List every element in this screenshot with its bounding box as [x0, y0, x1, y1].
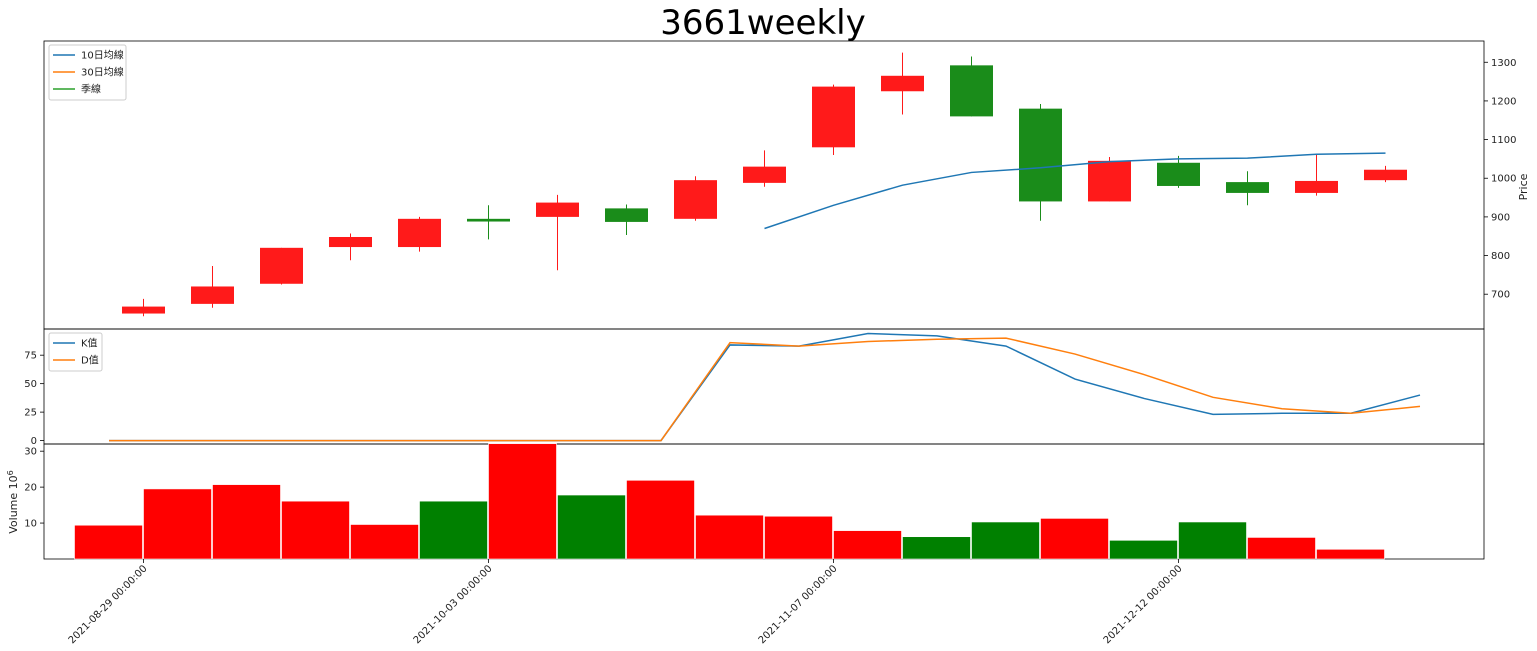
volume-bar: [212, 484, 281, 560]
candle-body: [536, 202, 579, 217]
candle-body: [605, 208, 648, 222]
chart-title: 3661weekly: [660, 3, 865, 43]
volume-axis-label: Volume 106: [6, 470, 20, 534]
price-tick-label: 1000: [1491, 174, 1516, 185]
price-tick-label: 1200: [1491, 96, 1516, 107]
ma-line-0: [764, 152, 1386, 230]
volume-bar: [1316, 548, 1385, 560]
legend-label: D值: [81, 354, 99, 367]
candle-body: [1019, 108, 1062, 202]
kd-panel: 0 25 50 75 K值 D值: [24, 328, 1485, 447]
kd-tick-label: 0: [31, 436, 37, 447]
candle-body: [467, 218, 510, 222]
candle-body: [1364, 169, 1407, 181]
volume-bar: [488, 443, 557, 560]
candle-body: [398, 218, 441, 248]
x-tick-label: 2021-11-07 00:00:00: [757, 563, 840, 646]
volume-bar: [626, 479, 695, 560]
price-tick-label: 1100: [1491, 135, 1516, 146]
volume-bar: [281, 500, 350, 560]
price-tick-label: 700: [1491, 290, 1510, 301]
candle-body: [881, 75, 924, 92]
kd-tick-label: 75: [24, 351, 37, 362]
volume-bar: [902, 536, 971, 560]
volume-bar: [695, 514, 764, 560]
price-tick-label: 800: [1491, 251, 1510, 262]
price-tick-label: 1300: [1491, 58, 1516, 69]
volume-panel: 10 20 30: [24, 443, 1485, 560]
volume-tick-label: 20: [24, 483, 37, 494]
candle-body: [1157, 162, 1200, 186]
volume-frame: [43, 443, 1485, 560]
legend-label: 季線: [81, 83, 101, 96]
volume-bar: [833, 530, 902, 560]
kd-line-K: [109, 332, 1421, 442]
candle-body: [1226, 182, 1269, 193]
volume-bar: [1247, 537, 1316, 560]
x-tick-label: 2021-10-03 00:00:00: [412, 563, 495, 646]
price-legend-box: [48, 44, 127, 101]
volume-bar: [350, 524, 419, 560]
candle-body: [674, 180, 717, 219]
volume-bar: [419, 500, 488, 560]
volume-bar: [1040, 518, 1109, 560]
volume-bar: [557, 494, 626, 560]
legend-label: K值: [81, 337, 98, 350]
price-axis-label: Price: [1517, 173, 1530, 200]
candle-body: [950, 65, 993, 117]
volume-bar: [1178, 521, 1247, 560]
legend-label: 30日均線: [81, 66, 124, 79]
kd-tick-label: 50: [24, 379, 37, 390]
price-tick-label: 900: [1491, 212, 1510, 223]
volume-bar: [764, 515, 833, 560]
volume-bar: [971, 521, 1040, 560]
volume-label-base: Volume 10: [7, 475, 20, 533]
volume-tick-label: 30: [24, 447, 37, 458]
volume-label-exponent: 6: [6, 470, 15, 475]
candle-body: [743, 166, 786, 183]
candle-body: [1088, 160, 1131, 202]
volume-bar: [74, 524, 143, 560]
volume-tick-label: 10: [24, 519, 37, 530]
candle-body: [122, 306, 165, 314]
kd-line-D: [109, 337, 1421, 442]
candle-body: [812, 86, 855, 148]
volume-bar: [1109, 540, 1178, 560]
candle-body: [1295, 180, 1338, 193]
x-tick-label: 2021-12-12 00:00:00: [1102, 563, 1185, 646]
candle-body: [329, 236, 372, 248]
kd-legend: K值 D值: [48, 332, 103, 372]
kd-tick-label: 25: [24, 408, 37, 419]
legend-label: 10日均線: [81, 49, 124, 62]
volume-bar: [143, 488, 212, 560]
x-axis: 2021-08-29 00:00:00 2021-10-03 00:00:00 20…: [67, 559, 1185, 646]
candle-body: [191, 286, 234, 304]
candle-body: [260, 247, 303, 284]
x-tick-label: 2021-08-29 00:00:00: [67, 563, 150, 646]
